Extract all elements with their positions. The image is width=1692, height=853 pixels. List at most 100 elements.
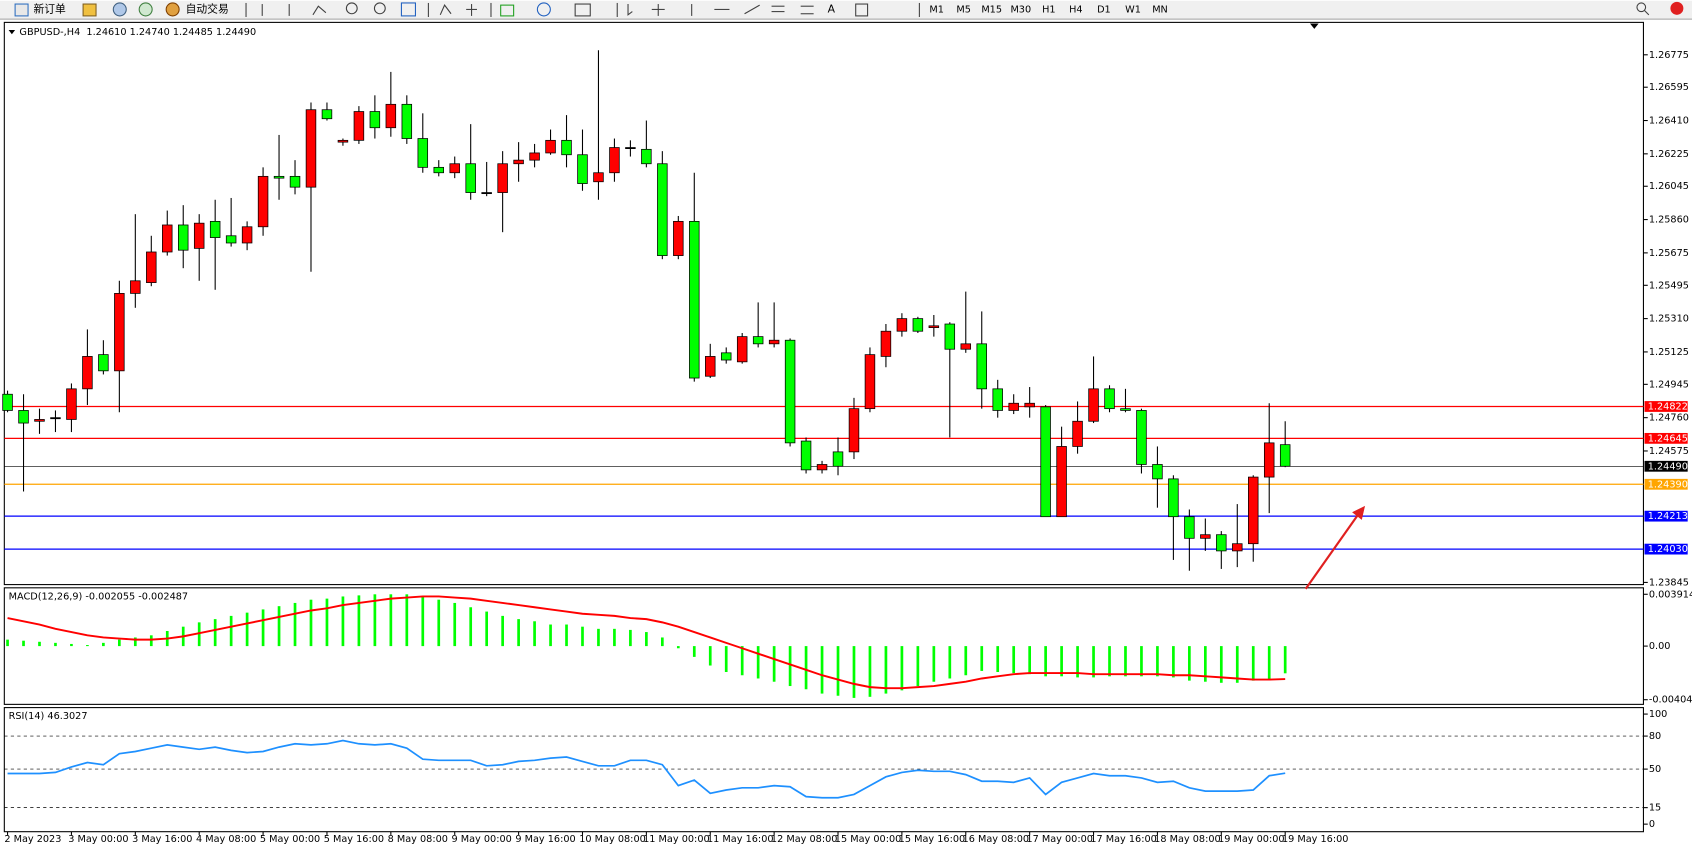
candle-body	[800, 440, 812, 471]
candle-body	[513, 159, 524, 165]
shift-marker	[1310, 23, 1319, 29]
new-order-icon[interactable]	[14, 3, 29, 17]
candle-body	[353, 111, 365, 141]
candle-body	[832, 451, 844, 467]
candle-body	[736, 336, 748, 363]
candle-body	[1152, 464, 1163, 480]
toolbar-icon[interactable]	[138, 2, 153, 17]
candle-body	[337, 139, 349, 143]
y-tick-label: 1.24575	[1649, 446, 1689, 457]
candle-body	[114, 293, 125, 372]
new-order-button[interactable]: 新订单	[33, 2, 66, 15]
candle-body	[1008, 402, 1019, 411]
price-panel	[3, 21, 1644, 586]
price-tag-label: 1.24213	[1648, 511, 1688, 522]
x-tick-label: 15 May 00:00	[835, 834, 902, 845]
y-tick-label: 1.26225	[1649, 149, 1689, 160]
y-tick-label: 1.24945	[1649, 379, 1689, 390]
candle-body	[225, 235, 237, 244]
x-tick-label: 11 May 00:00	[643, 834, 710, 845]
y-tick-label: 1.25495	[1649, 280, 1689, 291]
candle-body	[385, 103, 397, 129]
chart-title: GBPUSD-,H4 1.24610 1.24740 1.24485 1.244…	[19, 27, 256, 38]
timeframe-button[interactable]: M1	[929, 4, 944, 15]
candle-body	[369, 111, 381, 129]
candle-body	[1040, 406, 1051, 518]
y-tick-label: 1.25310	[1649, 314, 1689, 325]
title-marker	[8, 29, 16, 35]
notification-badge[interactable]	[1670, 1, 1684, 15]
y-tick-label: 0	[1649, 819, 1655, 830]
candle-body	[577, 154, 588, 184]
y-tick-label: 100	[1649, 709, 1668, 720]
candle-body	[625, 147, 636, 149]
candle-body	[864, 354, 876, 410]
y-tick-label: 0.003914	[1649, 589, 1692, 600]
rsi-line	[7, 739, 1286, 799]
timeframe-button[interactable]: M5	[956, 4, 971, 15]
toolbar-icons[interactable]	[245, 2, 1650, 17]
x-tick-label: 11 May 16:00	[707, 834, 774, 845]
candle-body	[768, 339, 780, 345]
x-tick-label: 19 May 00:00	[1218, 834, 1285, 845]
macd-signal	[7, 595, 1286, 690]
auto-trade-icon[interactable]	[165, 2, 180, 17]
candle-body	[880, 330, 892, 357]
candle-body	[449, 163, 460, 174]
x-tick-label: 5 May 00:00	[260, 834, 320, 845]
candle-body	[321, 109, 333, 120]
x-tick-label: 18 May 08:00	[1154, 834, 1221, 845]
candle-body	[1232, 543, 1243, 552]
candle-body	[848, 408, 860, 453]
candle-body	[98, 354, 109, 372]
toolbar-icon[interactable]	[82, 3, 97, 17]
candle-body	[433, 166, 444, 174]
candle-body	[162, 224, 173, 253]
candle-body	[257, 175, 269, 228]
candle-body	[82, 356, 93, 390]
candle-body	[273, 175, 285, 179]
x-tick-label: 17 May 16:00	[1090, 834, 1157, 845]
candle-body	[1216, 534, 1227, 552]
candle-body	[1072, 420, 1083, 447]
y-tick-label: 1.25125	[1649, 347, 1689, 358]
x-tick-label: 3 May 00:00	[68, 834, 128, 845]
candle-body	[593, 172, 604, 183]
timeframe-button[interactable]: MN	[1152, 4, 1168, 15]
candle-body	[1279, 444, 1291, 467]
timeframe-button[interactable]: M15	[981, 4, 1002, 15]
y-tick-label: 1.25675	[1649, 248, 1689, 259]
x-tick-label: 5 May 16:00	[324, 834, 384, 845]
timeframe-button[interactable]: M30	[1010, 4, 1031, 15]
toolbar-icon[interactable]	[112, 2, 127, 17]
timeframe-button[interactable]: D1	[1097, 4, 1111, 15]
candle-body	[401, 103, 413, 139]
auto-trade-button[interactable]: 自动交易	[186, 2, 229, 15]
text-tool[interactable]: A	[828, 2, 836, 15]
y-tick-label: 80	[1649, 731, 1661, 742]
candle-body	[1263, 442, 1275, 478]
x-tick-label: 12 May 08:00	[771, 834, 838, 845]
timeframe-button[interactable]: H4	[1069, 4, 1082, 15]
x-tick-label: 15 May 16:00	[899, 834, 966, 845]
timeframe-button[interactable]: W1	[1125, 4, 1141, 15]
y-tick-label: 0.00	[1649, 641, 1671, 652]
timeframe-button[interactable]: H1	[1042, 4, 1055, 15]
price-tag	[1644, 401, 1688, 412]
price-tag-label: 1.24645	[1648, 433, 1688, 444]
candle-body	[992, 388, 1003, 411]
candle-body	[1184, 516, 1195, 539]
candle-body	[1168, 478, 1179, 518]
y-tick-label: 1.23845	[1649, 577, 1689, 588]
annotation-arrow	[1304, 505, 1366, 590]
candle-body	[641, 148, 652, 165]
timeframe-bar: M1 M5 M15 M30 H1 H4 D1 W1 MN	[929, 4, 1167, 15]
candle-body	[1088, 388, 1099, 422]
price-tag	[1644, 460, 1688, 472]
candle-body	[146, 251, 157, 283]
candle-body	[177, 224, 189, 251]
price-tag-label: 1.24390	[1648, 479, 1688, 490]
candle-body	[561, 139, 572, 156]
candle-body	[976, 343, 987, 390]
